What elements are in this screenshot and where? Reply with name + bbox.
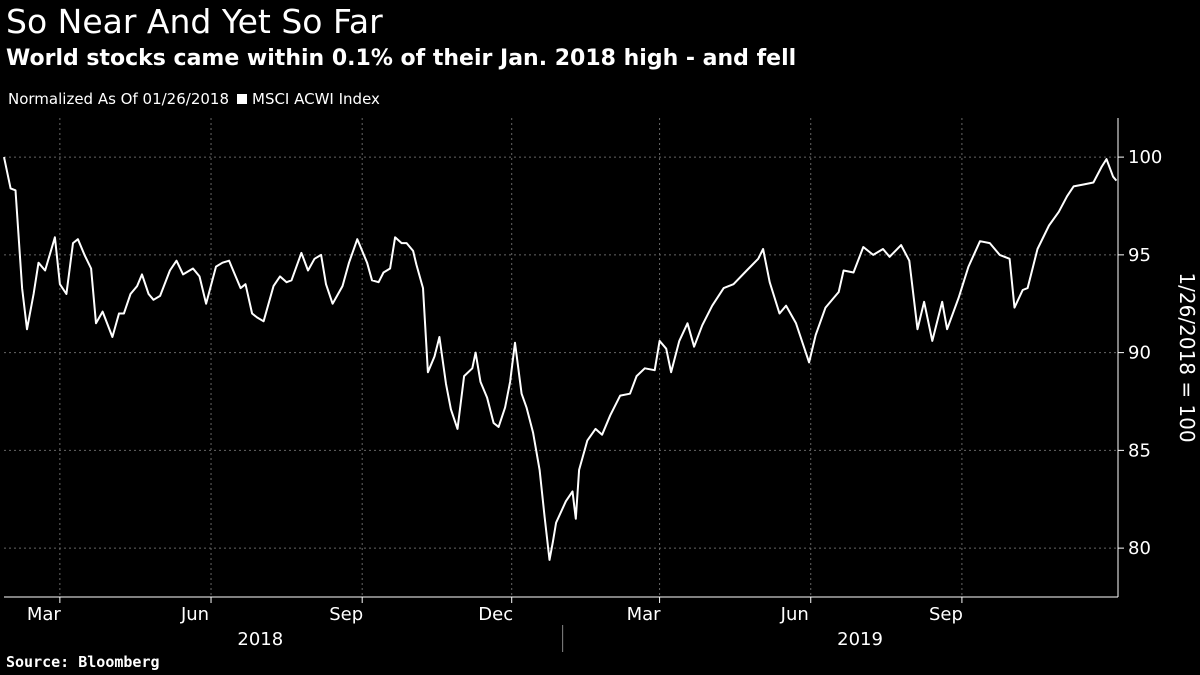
x-tick-label: Mar	[627, 604, 662, 625]
series-line-msci-acwi	[3, 156, 1118, 561]
chart-subtitle: World stocks came within 0.1% of their J…	[6, 46, 797, 71]
chart-title: So Near And Yet So Far	[6, 2, 383, 41]
x-tick-label: Mar	[27, 604, 62, 625]
x-tick-label: Jun	[180, 604, 209, 625]
y-tick-label: 100	[1128, 147, 1162, 168]
legend-swatch	[237, 94, 247, 104]
x-tick-label: Sep	[929, 604, 963, 625]
year-label: 2019	[837, 629, 883, 650]
y-axis-title: 1/26/2018 = 100	[1175, 272, 1199, 442]
y-tick-label: 85	[1128, 440, 1151, 461]
x-tick-label: Dec	[478, 604, 513, 625]
y-tick-label: 95	[1128, 245, 1151, 266]
y-tick-label: 80	[1128, 538, 1151, 559]
source-note: Source: Bloomberg	[6, 653, 160, 671]
legend-series-label: MSCI ACWI Index	[252, 90, 380, 108]
x-tick-label: Jun	[780, 604, 809, 625]
year-label: 2018	[237, 629, 283, 650]
x-tick-label: Sep	[329, 604, 363, 625]
normalization-note: Normalized As Of 01/26/2018	[8, 90, 229, 108]
y-tick-label: 90	[1128, 343, 1151, 364]
chart-legend: Normalized As Of 01/26/2018 MSCI ACWI In…	[8, 90, 380, 108]
